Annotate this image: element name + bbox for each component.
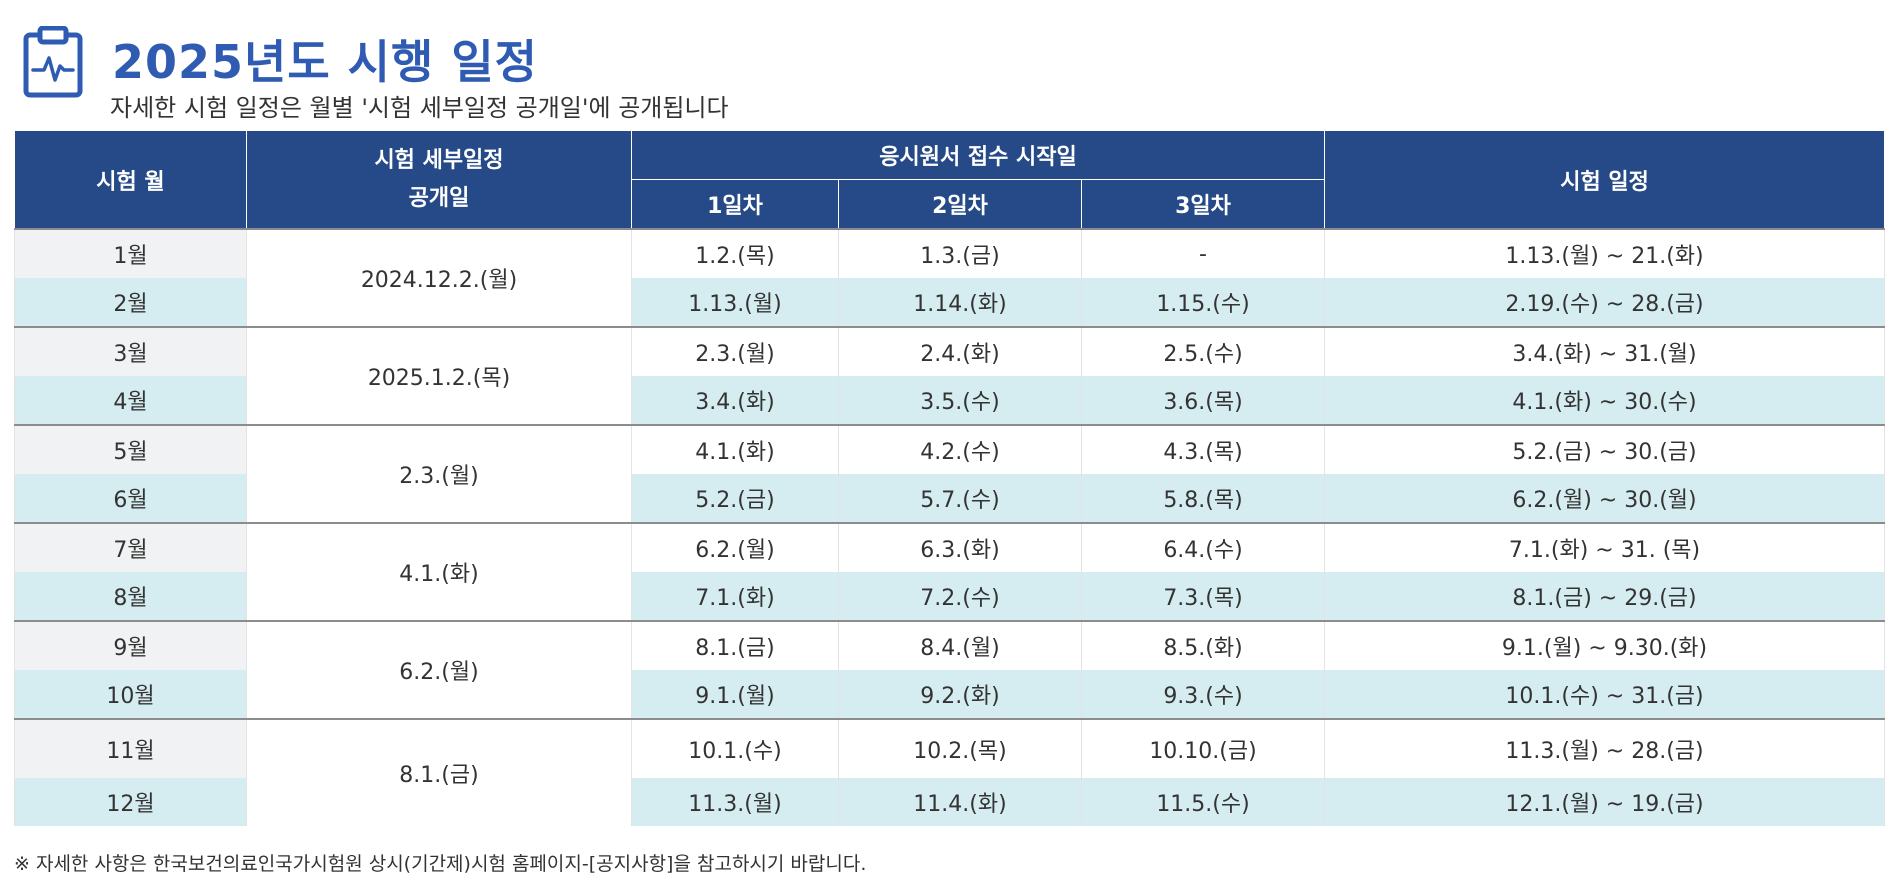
- month-cell: 3월: [14, 326, 247, 376]
- day1-cell: 1.13.(월): [631, 278, 839, 327]
- month-cell: 2월: [14, 278, 247, 327]
- exam-period-cell: 12.1.(월) ~ 19.(금): [1324, 778, 1886, 826]
- page-subtitle: 자세한 시험 일정은 월별 '시험 세부일정 공개일'에 공개됩니다: [110, 94, 729, 122]
- month-cell: 10월: [14, 670, 247, 719]
- day2-cell: 1.14.(화): [838, 278, 1082, 327]
- day1-cell: 7.1.(화): [631, 572, 839, 621]
- month-cell: 4월: [14, 376, 247, 425]
- table-row: 9월 6.2.(월) 8.1.(금) 8.4.(월) 8.5.(화) 9.1.(…: [14, 620, 1886, 719]
- table-row: 6월 5.2.(금) 5.7.(수) 5.8.(목) 6.2.(월) ~ 30.…: [14, 474, 1886, 523]
- header-day-1: 1일차: [631, 179, 839, 230]
- exam-period-cell: 6.2.(월) ~ 30.(월): [1324, 474, 1886, 523]
- day3-cell: 2.5.(수): [1080, 326, 1326, 376]
- day2-cell: 4.2.(수): [838, 424, 1082, 474]
- table-row: 12월 11.3.(월) 11.4.(화) 11.5.(수) 12.1.(월) …: [14, 778, 1886, 826]
- publish-date-cell: 4.1.(화): [246, 522, 632, 621]
- day2-cell: 6.3.(화): [838, 522, 1082, 572]
- publish-date-cell: 2025.1.2.(목): [246, 326, 632, 425]
- day2-cell: 11.4.(화): [838, 778, 1082, 826]
- day1-cell: 9.1.(월): [631, 670, 839, 719]
- exam-period-cell: 2.19.(수) ~ 28.(금): [1324, 278, 1886, 327]
- table-row: 2월 1.13.(월) 1.14.(화) 1.15.(수) 2.19.(수) ~…: [14, 278, 1886, 327]
- day3-cell: 11.5.(수): [1080, 778, 1326, 826]
- month-cell: 1월: [14, 228, 247, 278]
- clipboard-pulse-icon: [23, 26, 83, 98]
- day2-cell: 2.4.(화): [838, 326, 1082, 376]
- day3-cell: 6.4.(수): [1080, 522, 1326, 572]
- day2-cell: 8.4.(월): [838, 620, 1082, 670]
- day3-cell: 7.3.(목): [1080, 572, 1326, 621]
- month-cell: 6월: [14, 474, 247, 523]
- day2-cell: 10.2.(목): [838, 718, 1082, 778]
- day3-cell: 5.8.(목): [1080, 474, 1326, 523]
- table-row: 3월 2025.1.2.(목) 2.3.(월) 2.4.(화) 2.5.(수) …: [14, 326, 1886, 425]
- day2-cell: 3.5.(수): [838, 376, 1082, 425]
- publish-date-cell: 2.3.(월): [246, 424, 632, 523]
- page-title: 2025년도 시행 일정: [112, 35, 538, 89]
- day3-cell: 4.3.(목): [1080, 424, 1326, 474]
- day2-cell: 9.2.(화): [838, 670, 1082, 719]
- month-cell: 9월: [14, 620, 247, 670]
- day1-cell: 11.3.(월): [631, 778, 839, 826]
- header-day-3: 3일차: [1080, 179, 1326, 230]
- day3-cell: 1.15.(수): [1080, 278, 1326, 327]
- exam-period-cell: 5.2.(금) ~ 30.(금): [1324, 424, 1886, 474]
- day1-cell: 10.1.(수): [631, 718, 839, 778]
- table-row: 10월 9.1.(월) 9.2.(화) 9.3.(수) 10.1.(수) ~ 3…: [14, 670, 1886, 719]
- table-row: 8월 7.1.(화) 7.2.(수) 7.3.(목) 8.1.(금) ~ 29.…: [14, 572, 1886, 621]
- day1-cell: 2.3.(월): [631, 326, 839, 376]
- exam-period-cell: 9.1.(월) ~ 9.30.(화): [1324, 620, 1886, 670]
- day1-cell: 1.2.(목): [631, 228, 839, 278]
- header-application-start: 응시원서 접수 시작일: [630, 130, 1326, 180]
- table-row: 7월 4.1.(화) 6.2.(월) 6.3.(화) 6.4.(수) 7.1.(…: [14, 522, 1886, 621]
- day1-cell: 3.4.(화): [631, 376, 839, 425]
- day1-cell: 8.1.(금): [631, 620, 839, 670]
- header-publish-date: 시험 세부일정 공개일: [246, 130, 632, 230]
- exam-period-cell: 3.4.(화) ~ 31.(월): [1324, 326, 1886, 376]
- month-cell: 5월: [14, 424, 247, 474]
- day2-cell: 5.7.(수): [838, 474, 1082, 523]
- exam-period-cell: 7.1.(화) ~ 31. (목): [1324, 522, 1886, 572]
- exam-period-cell: 4.1.(화) ~ 30.(수): [1324, 376, 1886, 425]
- day1-cell: 5.2.(금): [631, 474, 839, 523]
- header-exam-schedule: 시험 일정: [1324, 130, 1886, 230]
- day3-cell: 10.10.(금): [1080, 718, 1326, 778]
- day1-cell: 4.1.(화): [631, 424, 839, 474]
- publish-date-cell: 6.2.(월): [246, 620, 632, 719]
- footnote: ※ 자세한 사항은 한국보건의료인국가시험원 상시(기간제)시험 홈페이지-[공…: [14, 853, 867, 875]
- month-cell: 7월: [14, 522, 247, 572]
- exam-period-cell: 8.1.(금) ~ 29.(금): [1324, 572, 1886, 621]
- month-cell: 12월: [14, 778, 247, 826]
- day3-cell: 9.3.(수): [1080, 670, 1326, 719]
- table-row: 1월 2024.12.2.(월) 1.2.(목) 1.3.(금) - 1.13.…: [14, 228, 1886, 327]
- publish-date-cell: 2024.12.2.(월): [246, 228, 632, 327]
- day3-cell: 3.6.(목): [1080, 376, 1326, 425]
- day2-cell: 7.2.(수): [838, 572, 1082, 621]
- table-row: 4월 3.4.(화) 3.5.(수) 3.6.(목) 4.1.(화) ~ 30.…: [14, 376, 1886, 425]
- day2-cell: 1.3.(금): [838, 228, 1082, 278]
- day3-cell: 8.5.(화): [1080, 620, 1326, 670]
- day1-cell: 6.2.(월): [631, 522, 839, 572]
- exam-period-cell: 11.3.(월) ~ 28.(금): [1324, 718, 1886, 778]
- month-cell: 11월: [14, 718, 247, 778]
- table-row: 11월 8.1.(금) 10.1.(수) 10.2.(목) 10.10.(금) …: [14, 718, 1886, 826]
- exam-period-cell: 1.13.(월) ~ 21.(화): [1324, 228, 1886, 278]
- day3-cell: -: [1080, 228, 1326, 278]
- month-cell: 8월: [14, 572, 247, 621]
- header-month: 시험 월: [14, 130, 247, 230]
- publish-date-cell: 8.1.(금): [246, 718, 632, 826]
- exam-period-cell: 10.1.(수) ~ 31.(금): [1324, 670, 1886, 719]
- header-day-2: 2일차: [838, 179, 1082, 230]
- schedule-table: 시험 월 시험 세부일정 공개일 응시원서 접수 시작일 시험 일정 1일차 2…: [14, 130, 1886, 826]
- table-row: 5월 2.3.(월) 4.1.(화) 4.2.(수) 4.3.(목) 5.2.(…: [14, 424, 1886, 523]
